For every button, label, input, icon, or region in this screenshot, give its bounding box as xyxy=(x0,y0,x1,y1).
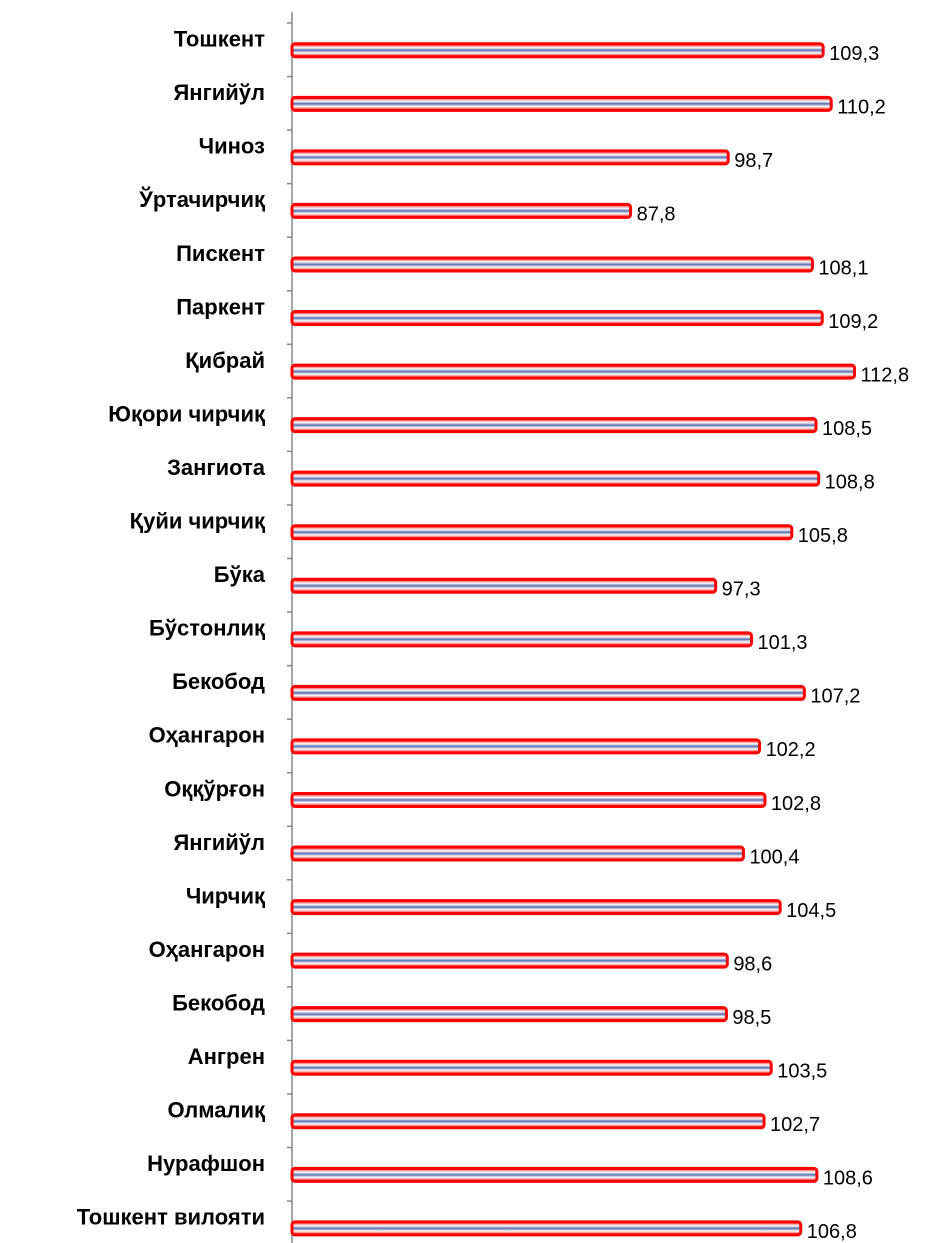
bar xyxy=(290,845,745,862)
category-label: Қуйи чирчиқ xyxy=(130,509,266,534)
category-label: Оҳангарон xyxy=(149,937,265,962)
value-label: 108,6 xyxy=(823,1168,873,1190)
category-label: Бўстонлиқ xyxy=(149,616,266,641)
category-label: Қибрай xyxy=(185,348,265,373)
bar xyxy=(290,738,762,755)
category-label: Оҳангарон xyxy=(149,723,265,748)
bar xyxy=(290,417,818,434)
category-label: Тошкент вилояти xyxy=(77,1205,265,1230)
value-label: 102,7 xyxy=(770,1114,820,1136)
bar xyxy=(290,310,824,327)
value-label: 109,2 xyxy=(828,311,878,333)
bar xyxy=(290,470,821,487)
value-label: 102,8 xyxy=(771,793,821,815)
category-label: Чирчиқ xyxy=(186,883,266,908)
bar xyxy=(290,363,857,380)
bar xyxy=(290,952,729,969)
bar xyxy=(290,1220,803,1237)
category-label: Янгийўл xyxy=(173,830,265,855)
value-label: 108,8 xyxy=(825,471,875,493)
bar xyxy=(290,256,814,273)
bar xyxy=(290,899,782,916)
value-label: 109,3 xyxy=(829,43,879,65)
bar xyxy=(290,1166,819,1183)
bar xyxy=(290,1059,773,1076)
category-label: Ангрен xyxy=(188,1044,265,1069)
value-label: 103,5 xyxy=(777,1061,827,1083)
value-label: 97,3 xyxy=(722,579,761,601)
value-label: 112,8 xyxy=(861,364,910,386)
category-label: Бекобод xyxy=(172,990,265,1015)
value-label: 87,8 xyxy=(637,204,676,226)
value-label: 100,4 xyxy=(749,846,799,868)
bar xyxy=(290,524,794,541)
category-label: Бекобод xyxy=(172,669,265,694)
category-label: Паркент xyxy=(176,294,265,319)
value-label: 107,2 xyxy=(810,686,860,708)
bar xyxy=(290,631,754,648)
category-label: Чиноз xyxy=(199,134,265,159)
value-label: 98,6 xyxy=(733,953,772,975)
category-label: Нурафшон xyxy=(147,1151,265,1176)
value-label: 104,5 xyxy=(786,900,836,922)
bar xyxy=(290,95,833,112)
value-label: 101,3 xyxy=(758,632,808,654)
category-label: Янгийўл xyxy=(173,80,265,105)
bar xyxy=(290,1113,766,1130)
bar xyxy=(290,1006,728,1023)
bar xyxy=(290,202,633,219)
value-label: 110,2 xyxy=(837,97,886,119)
category-label: Зангиота xyxy=(167,455,266,480)
bar xyxy=(290,42,825,59)
category-label: Бўка xyxy=(214,562,266,587)
value-label: 106,8 xyxy=(807,1221,857,1243)
bar xyxy=(290,791,767,808)
value-label: 98,7 xyxy=(734,150,773,172)
bar xyxy=(290,577,718,594)
category-label: Юқори чирчиқ xyxy=(108,401,266,426)
value-label: 105,8 xyxy=(798,525,848,547)
category-label: Олмалиқ xyxy=(167,1098,266,1123)
category-label: Тошкент xyxy=(174,27,265,52)
bar xyxy=(290,684,806,701)
value-label: 108,5 xyxy=(822,418,872,440)
bar xyxy=(290,149,730,166)
value-label: 98,5 xyxy=(732,1007,771,1029)
category-label: Ўртачирчиқ xyxy=(138,186,266,212)
value-label: 108,1 xyxy=(818,257,868,279)
category-label: Оққўрғон xyxy=(164,776,265,801)
category-label: Пискент xyxy=(176,241,265,266)
value-label: 102,2 xyxy=(766,739,816,761)
